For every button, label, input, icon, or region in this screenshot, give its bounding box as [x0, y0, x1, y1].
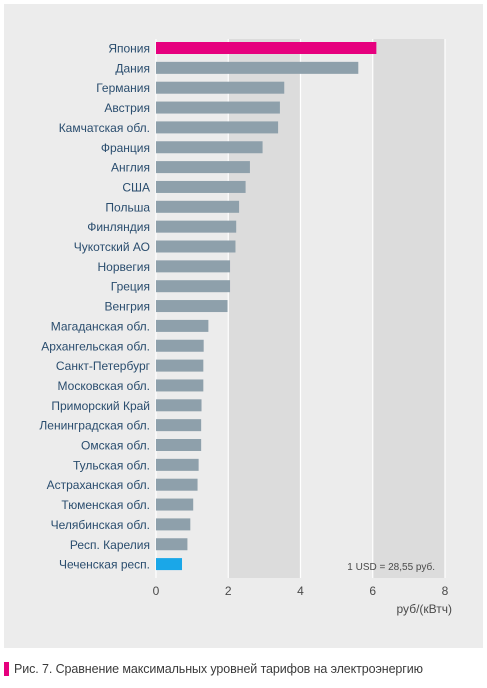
- bar-8: [156, 200, 240, 213]
- currency-note: 1 USD = 28,55 руб.: [347, 561, 435, 573]
- bar-3: [156, 101, 280, 114]
- bar-17: [156, 379, 204, 392]
- category-label-20: Омская обл.: [81, 439, 150, 453]
- bar-1: [156, 61, 359, 74]
- bar-9: [156, 220, 237, 233]
- bar-19: [156, 419, 202, 432]
- category-label-16: Санкт-Петербург: [56, 359, 151, 373]
- category-label-13: Венгрия: [104, 300, 150, 314]
- category-label-5: Франция: [101, 141, 150, 155]
- category-label-8: Польша: [105, 200, 150, 214]
- category-label-18: Приморский Край: [51, 399, 150, 413]
- category-label-19: Ленинградская обл.: [39, 419, 150, 433]
- category-label-21: Тульская обл.: [73, 458, 150, 472]
- bar-24: [156, 518, 191, 531]
- bar-20: [156, 439, 202, 451]
- bar-22: [156, 478, 198, 491]
- x-tick-label-1: 2: [225, 584, 232, 598]
- x-tick-label-0: 0: [153, 584, 160, 598]
- bar-10: [156, 240, 236, 253]
- category-label-17: Московская обл.: [58, 379, 150, 393]
- x-tick-label-2: 4: [297, 584, 304, 598]
- category-label-25: Респ. Карелия: [70, 538, 150, 552]
- bar-chart: Япония Дания Германия Австрия Камчатская обл…: [39, 39, 452, 616]
- bar-26: [156, 558, 183, 571]
- category-label-4: Камчатская обл.: [59, 121, 150, 135]
- bar-21: [156, 458, 199, 471]
- category-label-26: Чеченская респ.: [59, 558, 150, 572]
- category-label-3: Австрия: [104, 101, 150, 115]
- bar-6: [156, 161, 250, 174]
- bar-2: [156, 81, 285, 94]
- grid-band-1: [228, 39, 301, 578]
- bar-13: [156, 300, 228, 313]
- category-label-0: Япония: [108, 42, 150, 56]
- category-label-23: Тюменская обл.: [61, 498, 150, 512]
- bar-5: [156, 141, 263, 154]
- bar-23: [156, 498, 194, 511]
- x-axis-label: руб/(кВтч): [397, 602, 452, 616]
- category-label-15: Архангельская обл.: [41, 339, 150, 353]
- bar-12: [156, 280, 231, 293]
- caption-marker: [4, 662, 9, 676]
- x-tick-label-4: 8: [442, 584, 449, 598]
- bar-4: [156, 121, 279, 134]
- grid-band-3: [372, 39, 445, 578]
- bar-15: [156, 339, 204, 352]
- caption-text: Рис. 7. Сравнение максимальных уровней т…: [14, 662, 423, 676]
- x-tick-label-3: 6: [369, 584, 376, 598]
- category-label-12: Греция: [111, 280, 150, 294]
- chart-panel: Япония Дания Германия Австрия Камчатская обл…: [4, 4, 483, 648]
- bar-7: [156, 180, 246, 193]
- category-label-7: США: [122, 180, 150, 194]
- bar-0: [156, 42, 377, 54]
- category-label-11: Норвегия: [97, 260, 150, 274]
- figure-caption: Рис. 7. Сравнение максимальных уровней т…: [4, 658, 484, 680]
- bar-14: [156, 319, 209, 332]
- category-label-6: Англия: [111, 161, 150, 175]
- category-label-10: Чукотский АО: [74, 240, 150, 254]
- category-label-14: Магаданская обл.: [51, 319, 150, 333]
- bar-25: [156, 538, 188, 551]
- category-label-22: Астраханская обл.: [47, 478, 150, 492]
- bar-18: [156, 399, 202, 412]
- category-label-24: Челябинская обл.: [51, 518, 150, 532]
- category-label-2: Германия: [96, 81, 150, 95]
- category-label-1: Дания: [115, 61, 150, 75]
- bar-11: [156, 260, 231, 273]
- category-label-9: Финляндия: [87, 220, 150, 234]
- bar-16: [156, 359, 204, 372]
